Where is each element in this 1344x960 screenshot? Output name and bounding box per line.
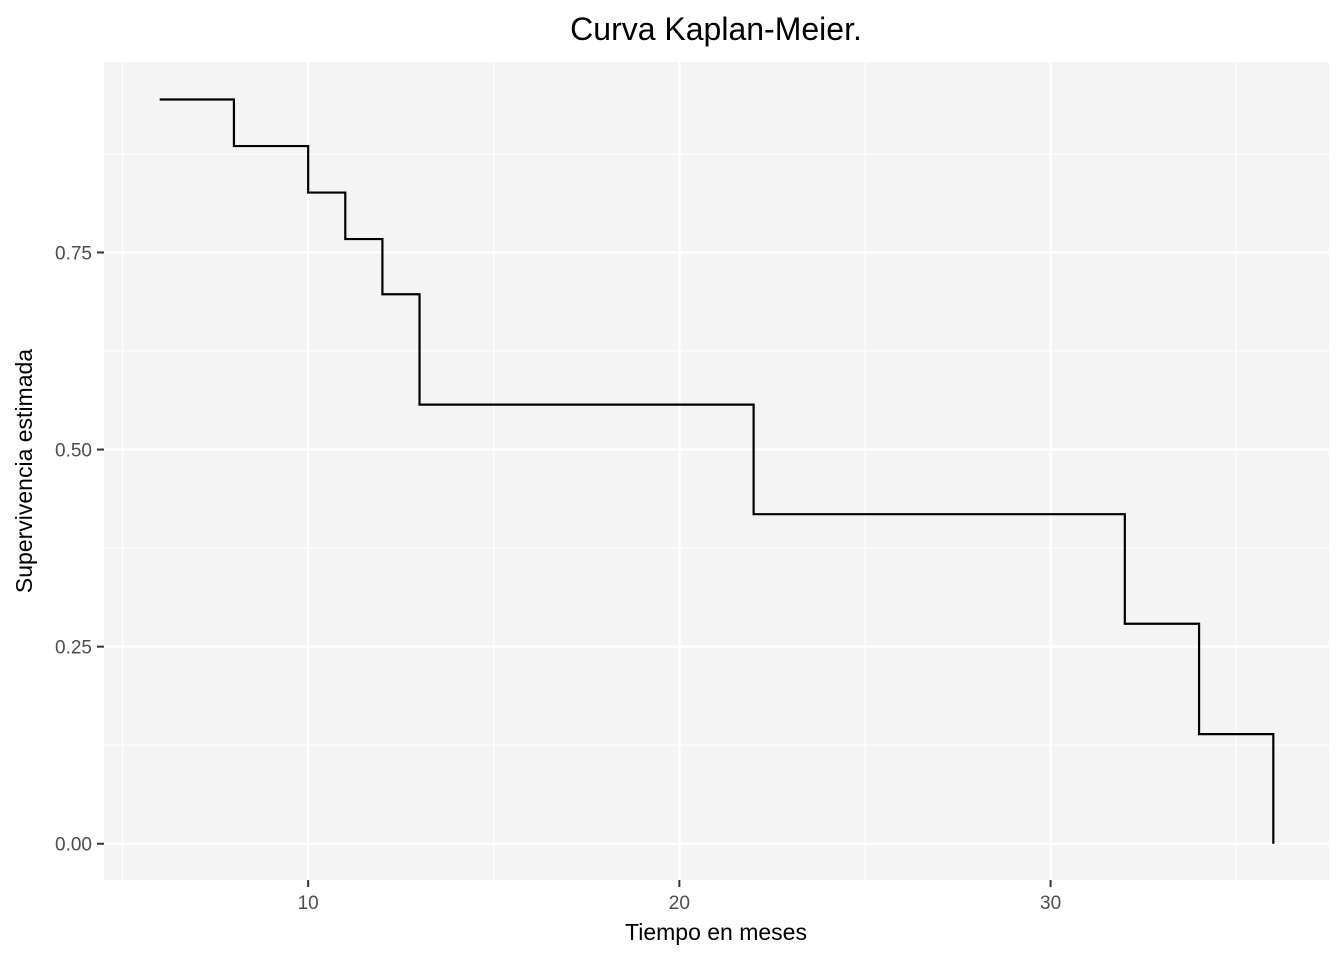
panel-background [104, 62, 1329, 880]
y-tick-label-0: 0.00 [55, 835, 92, 856]
axis-tick-labels: 10 20 30 0.00 0.25 0.50 0.75 [55, 243, 1061, 914]
survival-curve [159, 98, 1275, 844]
x-axis-title: Tiempo en meses [625, 919, 807, 945]
y-tick-label-0.25: 0.25 [55, 638, 92, 659]
y-axis-title: Supervivencia estimada [11, 349, 37, 593]
grid-major [104, 62, 1329, 880]
x-tick-label-20: 20 [669, 893, 690, 914]
x-tick-label-30: 30 [1040, 893, 1061, 914]
y-tick-label-0.75: 0.75 [55, 243, 92, 264]
y-tick-label-0.5: 0.50 [55, 441, 92, 462]
axis-ticks [97, 251, 1052, 887]
chart-title: Curva Kaplan-Meier. [570, 11, 862, 47]
x-tick-label-10: 10 [298, 893, 319, 914]
